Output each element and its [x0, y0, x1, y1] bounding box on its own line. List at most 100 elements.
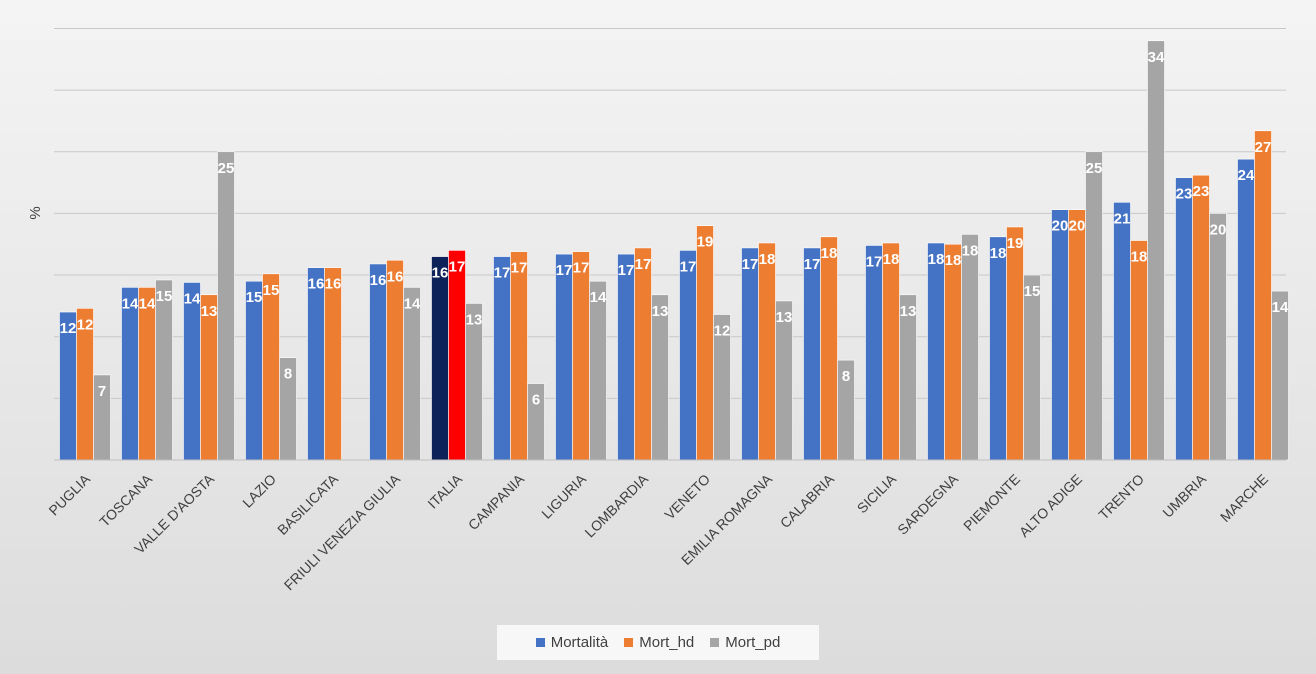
bar-toscana-series-1 [138, 287, 156, 461]
x-tick-sicilia: SICILIA [854, 470, 900, 516]
legend-item-mort-hd: Mort_hd [624, 634, 694, 651]
data-label-campania-series-1: 17 [511, 260, 528, 277]
bar-liguria-series-2 [589, 280, 607, 461]
bar-piemonte-series-0 [989, 236, 1007, 461]
data-label-marche-series-2: 14 [1272, 299, 1289, 316]
bar-trento-series-2 [1147, 40, 1165, 461]
bar-liguria-series-0 [555, 253, 573, 461]
x-tick-italia: ITALIA [424, 470, 465, 511]
bar-emilia-romagna-series-1 [758, 242, 776, 461]
data-label-campania-series-0: 17 [494, 265, 511, 282]
bars [59, 40, 1289, 461]
bar-valle-d-aosta-series-2 [217, 151, 235, 461]
data-label-valle-d-aosta-series-1: 13 [201, 303, 218, 320]
bar-lombardia-series-1 [634, 247, 652, 461]
x-tick-umbria: UMBRIA [1159, 470, 1209, 520]
bar-umbria-series-0 [1175, 177, 1193, 461]
bar-sardegna-series-0 [927, 242, 945, 461]
x-tick-lazio: LAZIO [239, 471, 279, 511]
bar-marche-series-2 [1271, 290, 1289, 461]
data-label-trento-series-2: 34 [1148, 49, 1165, 66]
bar-friuli-venezia-giulia-series-2 [403, 287, 421, 461]
x-tick-piemonte: PIEMONTE [960, 471, 1023, 534]
data-label-puglia-series-1: 12 [77, 316, 94, 333]
bar-lombardia-series-0 [617, 253, 635, 461]
data-label-umbria-series-0: 23 [1176, 186, 1193, 203]
data-label-italia-series-0: 16 [432, 265, 449, 282]
data-label-piemonte-series-0: 18 [990, 245, 1007, 262]
bar-basilicata-series-1 [324, 267, 342, 461]
bar-piemonte-series-1 [1006, 226, 1024, 461]
data-label-friuli-venezia-giulia-series-2: 14 [404, 295, 421, 312]
data-label-emilia-romagna-series-0: 17 [742, 256, 759, 273]
data-label-liguria-series-1: 17 [573, 260, 590, 277]
x-tick-sardegna: SARDEGNA [894, 470, 961, 537]
bar-italia-series-1 [448, 250, 466, 461]
data-label-sicilia-series-2: 13 [900, 303, 917, 320]
x-tick-alto-adige: ALTO ADIGE [1016, 471, 1085, 540]
data-label-emilia-romagna-series-1: 18 [759, 251, 776, 268]
bar-alto-adige-series-2 [1085, 151, 1103, 461]
bar-umbria-series-2 [1209, 213, 1227, 461]
bar-toscana-series-2 [155, 279, 173, 461]
legend-swatch-mort-pd [710, 638, 720, 647]
legend-swatch-mort-hd [624, 638, 634, 647]
legend-label-mortalita: Mortalità [550, 634, 609, 651]
data-label-sicilia-series-1: 18 [883, 251, 900, 268]
bar-basilicata-series-0 [307, 267, 325, 461]
bar-friuli-venezia-giulia-series-1 [386, 259, 404, 461]
data-label-umbria-series-1: 23 [1193, 183, 1210, 200]
data-label-lazio-series-0: 15 [246, 289, 263, 306]
data-label-sardegna-series-1: 18 [945, 252, 962, 269]
bar-sardegna-series-1 [944, 243, 962, 461]
data-label-umbria-series-2: 20 [1210, 221, 1227, 238]
data-label-sardegna-series-0: 18 [928, 251, 945, 268]
bar-calabria-series-0 [803, 247, 821, 461]
data-label-toscana-series-2: 15 [156, 288, 173, 305]
bar-alto-adige-series-0 [1051, 209, 1069, 461]
x-tick-basilicata: BASILICATA [274, 470, 342, 538]
data-label-calabria-series-2: 8 [842, 368, 850, 385]
bar-friuli-venezia-giulia-series-0 [369, 263, 387, 461]
bar-veneto-series-0 [679, 250, 697, 461]
data-label-basilicata-series-0: 16 [308, 276, 325, 293]
x-tick-veneto: VENETO [661, 471, 713, 523]
x-tick-friuli-venezia-giulia: FRIULI VENEZIA GIULIA [281, 470, 404, 593]
legend-item-mortalita: Mortalità [535, 634, 609, 651]
data-label-toscana-series-0: 14 [122, 295, 139, 312]
data-label-liguria-series-2: 14 [590, 289, 607, 306]
data-label-trento-series-1: 18 [1131, 249, 1148, 266]
data-label-veneto-series-2: 12 [714, 323, 731, 340]
bar-valle-d-aosta-series-0 [183, 282, 201, 461]
bar-lazio-series-0 [245, 280, 263, 461]
data-label-trento-series-0: 21 [1114, 210, 1131, 227]
legend-label-mort-pd: Mort_pd [725, 634, 781, 651]
bar-campania-series-0 [493, 256, 511, 461]
bar-emilia-romagna-series-0 [741, 247, 759, 461]
bar-calabria-series-1 [820, 236, 838, 461]
x-tick-calabria: CALABRIA [777, 470, 838, 531]
bar-veneto-series-1 [696, 225, 714, 461]
bar-sicilia-series-1 [882, 242, 900, 461]
bar-sardegna-series-2 [961, 234, 979, 461]
x-tick-lombardia: LOMBARDIA [581, 470, 651, 540]
data-label-veneto-series-0: 17 [680, 258, 697, 275]
legend-swatch-mortalita [535, 638, 545, 647]
data-label-lazio-series-2: 8 [284, 366, 292, 383]
data-label-lombardia-series-2: 13 [652, 303, 669, 320]
data-label-calabria-series-1: 18 [821, 245, 838, 262]
bar-sicilia-series-0 [865, 245, 883, 461]
y-axis-label: % [27, 206, 44, 219]
bar-lazio-series-1 [262, 273, 280, 461]
legend-item-mort-pd: Mort_pd [710, 634, 780, 651]
data-label-emilia-romagna-series-2: 13 [776, 309, 793, 326]
x-tick-liguria: LIGURIA [538, 470, 589, 521]
data-label-alto-adige-series-0: 20 [1052, 218, 1069, 235]
bar-piemonte-series-2 [1023, 274, 1041, 461]
data-label-italia-series-2: 13 [466, 311, 483, 328]
data-label-alto-adige-series-1: 20 [1069, 218, 1086, 235]
bar-liguria-series-1 [572, 251, 590, 461]
